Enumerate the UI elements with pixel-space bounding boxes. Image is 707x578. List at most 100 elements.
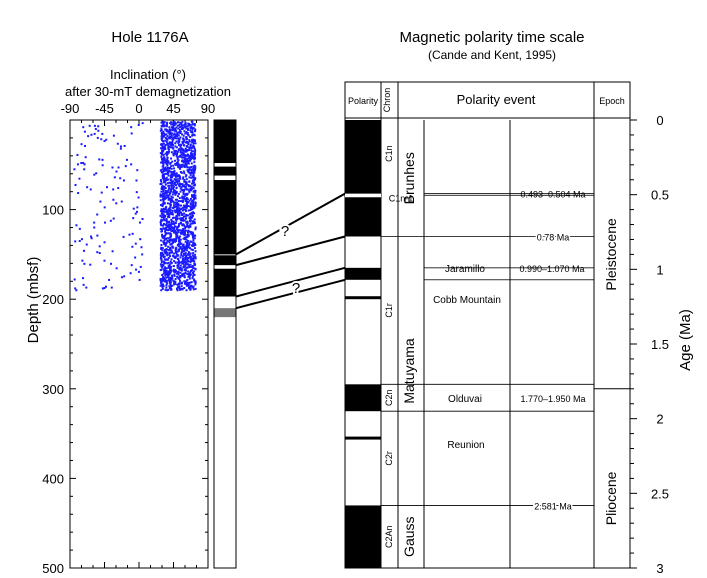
data-point xyxy=(178,278,181,281)
data-point xyxy=(187,272,190,275)
data-point xyxy=(173,173,176,176)
data-point xyxy=(166,237,169,240)
data-point xyxy=(184,200,187,203)
data-point xyxy=(162,186,165,189)
data-point xyxy=(183,197,186,200)
data-point xyxy=(194,167,197,170)
data-point xyxy=(167,232,170,235)
data-point xyxy=(187,159,190,162)
data-point xyxy=(182,152,185,155)
data-point xyxy=(192,270,195,273)
data-point xyxy=(85,286,88,289)
data-point xyxy=(163,202,166,205)
data-point xyxy=(186,162,189,165)
data-point xyxy=(183,166,186,169)
data-point xyxy=(169,192,172,195)
data-point xyxy=(189,174,192,177)
data-point xyxy=(166,289,169,292)
data-point xyxy=(161,219,164,222)
data-point xyxy=(176,254,179,257)
data-point xyxy=(82,283,85,286)
data-point xyxy=(169,132,172,135)
data-point xyxy=(191,234,194,237)
data-point xyxy=(184,160,187,163)
data-point xyxy=(183,212,186,215)
data-point xyxy=(97,129,100,132)
data-point xyxy=(169,228,172,231)
data-point xyxy=(162,178,165,181)
data-point xyxy=(180,251,183,254)
data-point xyxy=(177,131,180,134)
data-point xyxy=(168,228,171,231)
data-point xyxy=(170,190,173,193)
data-point xyxy=(181,133,184,136)
data-point xyxy=(173,273,176,276)
data-point xyxy=(172,174,175,177)
data-point xyxy=(170,265,173,268)
data-point xyxy=(166,258,169,261)
data-point xyxy=(181,255,184,258)
data-point xyxy=(175,172,178,175)
data-point xyxy=(191,214,194,217)
data-point xyxy=(122,235,125,238)
data-point xyxy=(181,248,184,251)
data-point xyxy=(131,245,134,248)
data-point xyxy=(187,270,190,273)
data-point xyxy=(190,176,193,179)
data-point xyxy=(160,282,163,285)
data-point xyxy=(97,125,100,128)
normal-polarity-block xyxy=(214,180,236,255)
data-point xyxy=(89,263,92,266)
data-point xyxy=(184,205,187,208)
data-point xyxy=(160,187,163,190)
data-point xyxy=(172,133,175,136)
data-point xyxy=(167,196,170,199)
data-point xyxy=(168,266,171,269)
data-point xyxy=(169,176,172,179)
data-point xyxy=(187,264,190,267)
inclination-tick-label: 90 xyxy=(201,101,215,116)
data-point xyxy=(169,255,172,258)
data-point xyxy=(189,129,192,132)
data-point xyxy=(170,258,173,261)
data-point xyxy=(175,146,178,149)
data-point xyxy=(159,221,162,224)
data-point xyxy=(162,216,165,219)
data-point xyxy=(160,261,163,264)
data-point xyxy=(171,127,174,130)
data-point xyxy=(194,282,197,285)
data-point xyxy=(186,145,189,148)
major-chron-label: Gauss xyxy=(401,516,417,556)
data-point xyxy=(182,223,185,226)
data-point xyxy=(182,219,185,222)
data-point xyxy=(191,200,194,203)
data-point xyxy=(191,286,194,289)
data-point xyxy=(176,175,179,178)
data-point xyxy=(189,218,192,221)
data-point xyxy=(190,212,193,215)
data-point xyxy=(160,147,163,150)
data-point xyxy=(191,141,194,144)
data-point xyxy=(190,265,193,268)
data-point xyxy=(185,269,188,272)
data-point xyxy=(176,213,179,216)
data-point xyxy=(160,228,163,231)
data-point xyxy=(164,179,167,182)
core-polarity-column xyxy=(213,119,237,569)
data-point xyxy=(161,286,164,289)
data-point xyxy=(170,179,173,182)
data-point xyxy=(168,281,171,284)
data-point xyxy=(170,230,173,233)
data-point xyxy=(173,151,176,154)
data-point xyxy=(177,134,180,137)
data-point xyxy=(113,176,116,179)
major-chron-label: Brunhes xyxy=(401,152,417,204)
data-point xyxy=(169,122,172,125)
data-point xyxy=(138,278,141,281)
data-point xyxy=(193,161,196,164)
data-point xyxy=(128,233,131,236)
data-point xyxy=(171,211,174,214)
data-point xyxy=(187,253,190,256)
data-point xyxy=(190,166,193,169)
data-point xyxy=(188,156,191,159)
